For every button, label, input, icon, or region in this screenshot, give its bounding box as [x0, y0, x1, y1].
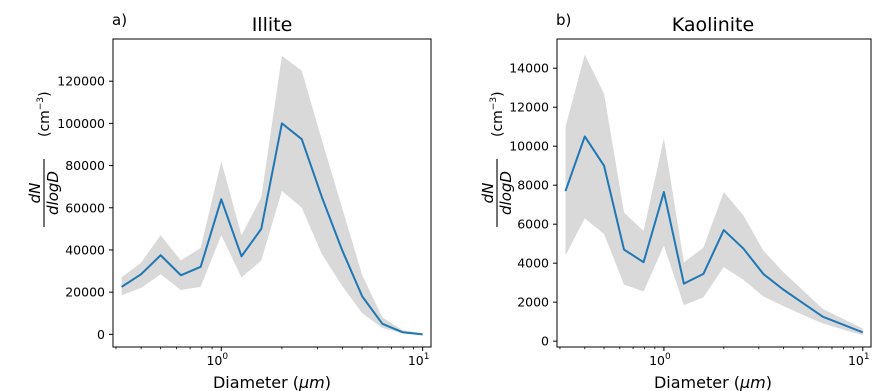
chart-title-illite: Illite	[252, 14, 293, 36]
y-tick-label: 6000	[517, 217, 549, 232]
y-tick-label: 10000	[509, 139, 549, 154]
y-axis-label-illite: dN dlogD (cm−3)	[26, 91, 62, 227]
plot-frame-illite	[112, 38, 432, 348]
x-ticks-kaolinite: 100 101	[559, 347, 870, 368]
series-line	[564, 135, 864, 334]
confidence-band	[565, 54, 863, 336]
y-tick-label: 8000	[517, 178, 549, 193]
y-label-numerator: dN	[479, 183, 497, 204]
series-line-kaolinite	[564, 135, 864, 334]
y-tick-label: 60000	[65, 200, 105, 215]
chart-title-kaolinite: Kaolinite	[672, 14, 754, 36]
y-label-unit: (cm−3)	[489, 91, 506, 137]
uncertainty-band-kaolinite	[565, 54, 863, 336]
y-tick-label: 100000	[57, 116, 105, 131]
y-label-denominator: dlogD	[497, 171, 515, 215]
y-tick-label: 12000	[509, 100, 549, 115]
confidence-band	[121, 55, 423, 335]
x-axis-label-kaolinite: Diameter (μm)	[654, 373, 772, 391]
plot-frame-kaolinite	[556, 38, 872, 348]
y-label-numerator: dN	[26, 183, 44, 204]
panel-kaolinite: b) Kaolinite 0 2000 4000 6000 8000 10000 12000…	[479, 11, 872, 391]
y-ticks-kaolinite: 0 2000 4000 6000 8000 10000 12000 14000	[509, 61, 557, 349]
x-axis-label-illite: Diameter (μm)	[213, 373, 331, 391]
x-tick-label: 101	[848, 352, 870, 368]
x-ticks-illite: 100 101	[115, 347, 430, 368]
y-tick-label: 20000	[65, 285, 105, 300]
x-tick-label: 101	[408, 352, 430, 368]
y-tick-label: 2000	[517, 295, 549, 310]
y-label-unit: (cm−3)	[36, 91, 53, 137]
x-tick-label: 100	[649, 352, 671, 368]
series-line	[121, 122, 423, 336]
y-tick-label: 40000	[65, 242, 105, 257]
y-tick-label: 0	[97, 327, 105, 342]
y-label-denominator: dlogD	[44, 171, 62, 215]
y-tick-label: 4000	[517, 256, 549, 271]
y-tick-label: 80000	[65, 158, 105, 173]
panel-label-b: b)	[556, 11, 571, 29]
y-tick-label: 0	[541, 334, 549, 349]
y-axis-label-kaolinite: dN dlogD (cm−3)	[479, 91, 515, 227]
uncertainty-band-illite	[121, 55, 423, 335]
y-tick-label: 120000	[57, 74, 105, 89]
panel-illite: a) Illite 0 20000 40000 60000 80000 100000 120…	[26, 11, 432, 391]
series-line-illite	[121, 122, 423, 336]
x-tick-label: 100	[206, 352, 228, 368]
y-ticks-illite: 0 20000 40000 60000 80000 100000 120000	[57, 74, 113, 342]
y-tick-label: 14000	[509, 61, 549, 76]
panel-label-a: a)	[112, 11, 127, 29]
